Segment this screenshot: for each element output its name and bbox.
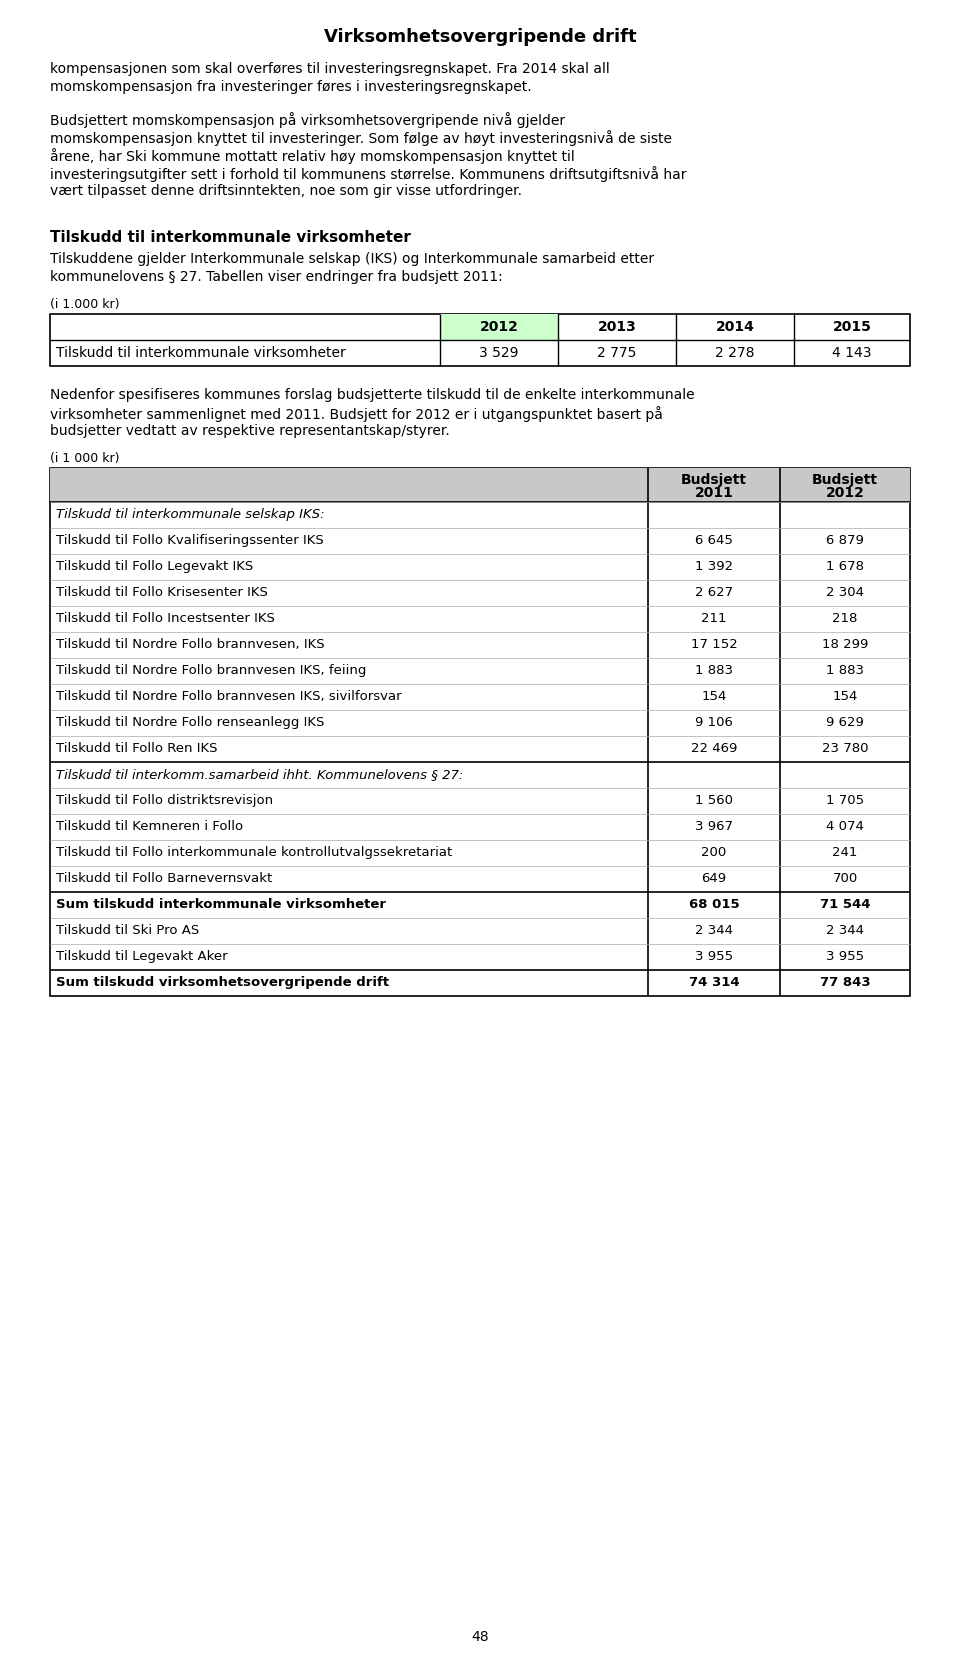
Text: 2015: 2015	[832, 320, 872, 333]
Text: 2 627: 2 627	[695, 586, 733, 600]
Text: 2012: 2012	[826, 486, 864, 500]
Text: 9 106: 9 106	[695, 716, 732, 730]
Text: 68 015: 68 015	[688, 898, 739, 911]
Text: (i 1 000 kr): (i 1 000 kr)	[50, 451, 119, 465]
Text: Tilskudd til Follo Legevakt IKS: Tilskudd til Follo Legevakt IKS	[56, 560, 253, 573]
Text: 23 780: 23 780	[822, 741, 868, 755]
Text: 22 469: 22 469	[691, 741, 737, 755]
Text: 2 344: 2 344	[695, 925, 733, 936]
Text: 3 967: 3 967	[695, 820, 733, 833]
Text: 700: 700	[832, 871, 857, 885]
Text: Tilskudd til Legevakt Aker: Tilskudd til Legevakt Aker	[56, 950, 228, 963]
Text: 17 152: 17 152	[690, 638, 737, 651]
Text: 2011: 2011	[695, 486, 733, 500]
Text: 1 678: 1 678	[826, 560, 864, 573]
Text: 1 883: 1 883	[695, 665, 733, 676]
Text: 2 775: 2 775	[597, 347, 636, 360]
Text: 649: 649	[702, 871, 727, 885]
Text: budsjetter vedtatt av respektive representantskap/styrer.: budsjetter vedtatt av respektive represe…	[50, 425, 449, 438]
Text: Tilskudd til Nordre Follo renseanlegg IKS: Tilskudd til Nordre Follo renseanlegg IK…	[56, 716, 324, 730]
Text: 3 955: 3 955	[826, 950, 864, 963]
Text: Tilskudd til interkommunale virksomheter: Tilskudd til interkommunale virksomheter	[50, 230, 411, 245]
Text: Tilskudd til Follo Ren IKS: Tilskudd til Follo Ren IKS	[56, 741, 218, 755]
Text: momskompensasjon knyttet til investeringer. Som følge av høyt investeringsnivå d: momskompensasjon knyttet til investering…	[50, 130, 672, 147]
Text: 4 143: 4 143	[832, 347, 872, 360]
Text: kompensasjonen som skal overføres til investeringsregnskapet. Fra 2014 skal all: kompensasjonen som skal overføres til in…	[50, 62, 610, 77]
Text: 74 314: 74 314	[688, 976, 739, 990]
Text: 4 074: 4 074	[826, 820, 864, 833]
Text: 154: 154	[832, 690, 857, 703]
Text: 211: 211	[701, 611, 727, 625]
Text: vært tilpasset denne driftsinntekten, noe som gir visse utfordringer.: vært tilpasset denne driftsinntekten, no…	[50, 183, 522, 198]
Text: 2 278: 2 278	[715, 347, 755, 360]
Text: årene, har Ski kommune mottatt relativ høy momskompensasjon knyttet til: årene, har Ski kommune mottatt relativ h…	[50, 148, 575, 163]
Text: Budsjett: Budsjett	[812, 473, 878, 486]
Text: Budsjettert momskompensasjon på virksomhetsovergripende nivå gjelder: Budsjettert momskompensasjon på virksomh…	[50, 112, 565, 128]
Bar	[440, 313, 558, 340]
Text: (i 1.000 kr): (i 1.000 kr)	[50, 298, 119, 312]
Text: Sum tilskudd virksomhetsovergripende drift: Sum tilskudd virksomhetsovergripende dri…	[56, 976, 389, 990]
Text: kommunelovens § 27. Tabellen viser endringer fra budsjett 2011:: kommunelovens § 27. Tabellen viser endri…	[50, 270, 503, 283]
Text: 2 344: 2 344	[826, 925, 864, 936]
Text: Tilskudd til interkommunale virksomheter: Tilskudd til interkommunale virksomheter	[56, 347, 346, 360]
Text: 154: 154	[702, 690, 727, 703]
Text: Tilskudd til Follo Kvalifiseringssenter IKS: Tilskudd til Follo Kvalifiseringssenter …	[56, 535, 324, 546]
Text: 2 304: 2 304	[826, 586, 864, 600]
Text: 218: 218	[832, 611, 857, 625]
Text: Virksomhetsovergripende drift: Virksomhetsovergripende drift	[324, 28, 636, 47]
Text: 2014: 2014	[715, 320, 755, 333]
Text: 1 883: 1 883	[826, 665, 864, 676]
Text: 48: 48	[471, 1629, 489, 1644]
Text: Tilskudd til Nordre Follo brannvesen IKS, feiing: Tilskudd til Nordre Follo brannvesen IKS…	[56, 665, 367, 676]
Text: virksomheter sammenlignet med 2011. Budsjett for 2012 er i utgangspunktet basert: virksomheter sammenlignet med 2011. Buds…	[50, 407, 662, 421]
Text: 241: 241	[832, 846, 857, 860]
Text: 71 544: 71 544	[820, 898, 871, 911]
Text: Nedenfor spesifiseres kommunes forslag budsjetterte tilskudd til de enkelte inte: Nedenfor spesifiseres kommunes forslag b…	[50, 388, 695, 402]
Text: Tilskudd til Follo Barnevernsvakt: Tilskudd til Follo Barnevernsvakt	[56, 871, 273, 885]
Bar	[50, 468, 910, 996]
Text: 2012: 2012	[480, 320, 518, 333]
Text: 3 955: 3 955	[695, 950, 733, 963]
Text: Tilskudd til interkommunale selskap IKS:: Tilskudd til interkommunale selskap IKS:	[56, 508, 324, 521]
Text: Tilskudd til Follo Krisesenter IKS: Tilskudd til Follo Krisesenter IKS	[56, 586, 268, 600]
Text: Tilskudd til Nordre Follo brannvesen IKS, sivilforsvar: Tilskudd til Nordre Follo brannvesen IKS…	[56, 690, 401, 703]
Bar	[50, 468, 910, 501]
Text: 1 392: 1 392	[695, 560, 733, 573]
Text: 2013: 2013	[598, 320, 636, 333]
Text: Tilskudd til Follo interkommunale kontrollutvalgssekretariat: Tilskudd til Follo interkommunale kontro…	[56, 846, 452, 860]
Text: 1 560: 1 560	[695, 795, 733, 806]
Text: Tilskudd til Follo distriktsrevisjon: Tilskudd til Follo distriktsrevisjon	[56, 795, 274, 806]
Text: 6 879: 6 879	[826, 535, 864, 546]
Text: 3 529: 3 529	[479, 347, 518, 360]
Text: momskompensasjon fra investeringer føres i investeringsregnskapet.: momskompensasjon fra investeringer føres…	[50, 80, 532, 93]
Bar	[50, 313, 910, 367]
Text: Sum tilskudd interkommunale virksomheter: Sum tilskudd interkommunale virksomheter	[56, 898, 386, 911]
Text: 18 299: 18 299	[822, 638, 868, 651]
Text: 6 645: 6 645	[695, 535, 732, 546]
Text: Tilskudd til Follo Incestsenter IKS: Tilskudd til Follo Incestsenter IKS	[56, 611, 275, 625]
Text: 1 705: 1 705	[826, 795, 864, 806]
Text: Tilskudd til interkomm.samarbeid ihht. Kommunelovens § 27:: Tilskudd til interkomm.samarbeid ihht. K…	[56, 768, 464, 781]
Text: 77 843: 77 843	[820, 976, 871, 990]
Text: Tilskuddene gjelder Interkommunale selskap (IKS) og Interkommunale samarbeid ett: Tilskuddene gjelder Interkommunale selsk…	[50, 252, 654, 267]
Text: Tilskudd til Ski Pro AS: Tilskudd til Ski Pro AS	[56, 925, 200, 936]
Text: 200: 200	[702, 846, 727, 860]
Text: Tilskudd til Kemneren i Follo: Tilskudd til Kemneren i Follo	[56, 820, 243, 833]
Text: 9 629: 9 629	[826, 716, 864, 730]
Text: Budsjett: Budsjett	[681, 473, 747, 486]
Text: investeringsutgifter sett i forhold til kommunens størrelse. Kommunens driftsutg: investeringsutgifter sett i forhold til …	[50, 167, 686, 182]
Text: Tilskudd til Nordre Follo brannvesen, IKS: Tilskudd til Nordre Follo brannvesen, IK…	[56, 638, 324, 651]
